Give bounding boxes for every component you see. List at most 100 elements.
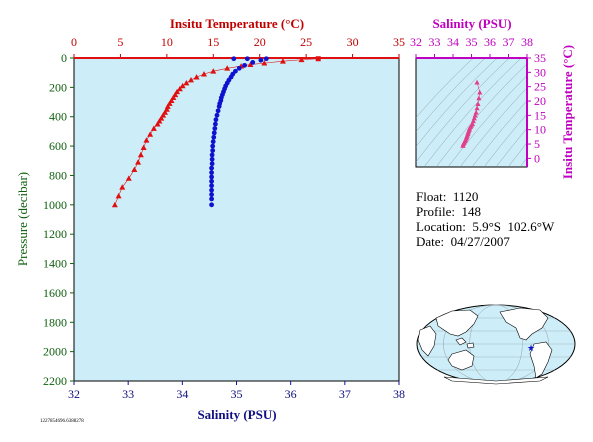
inset-salinity-tick-label: 33 xyxy=(429,35,441,49)
temperature-tick-label: 20 xyxy=(254,35,266,49)
inset-temperature-tick-label: 10 xyxy=(534,123,546,137)
salinity-point xyxy=(209,196,214,202)
salinity-point xyxy=(231,56,237,62)
island-landmass xyxy=(466,342,475,349)
salinity-point xyxy=(209,165,214,171)
inset-salinity-tick-label: 38 xyxy=(521,35,533,49)
inset-salinity-axis-label: Salinity (PSU) xyxy=(432,16,511,31)
salinity-point xyxy=(263,56,269,62)
salinity-point xyxy=(212,121,218,127)
ts-point xyxy=(471,115,477,121)
temperature-tick-label: 5 xyxy=(117,35,123,49)
salinity-tick-label: 35 xyxy=(231,387,243,401)
profile-value: 148 xyxy=(461,204,482,219)
inset-temperature-tick-label: 25 xyxy=(534,80,546,94)
salinity-point xyxy=(210,143,216,149)
temperature-point xyxy=(188,77,194,83)
island-landmass xyxy=(455,337,467,346)
location-line: Location: 5.9°S 102.6°W xyxy=(416,219,554,234)
asia-landmass xyxy=(435,309,479,337)
location-value: 5.9°S 102.6°W xyxy=(472,219,555,234)
temperature-tick-label: 15 xyxy=(207,35,219,49)
float-info: Float: 1120 Profile: 148 Location: 5.9°S… xyxy=(416,189,554,249)
inset-temperature-tick-label: 5 xyxy=(534,137,540,151)
temperature-profile xyxy=(111,56,321,208)
temperature-tick-label: 35 xyxy=(393,35,405,49)
profile-label: Profile: xyxy=(416,204,455,219)
salinity-point xyxy=(209,187,214,193)
temperature-point xyxy=(298,56,305,63)
salinity-point xyxy=(209,156,215,162)
temperature-point xyxy=(315,56,321,62)
date-value: 04/27/2007 xyxy=(450,234,510,249)
salinity-tick-label: 34 xyxy=(176,387,188,401)
date-label: Date: xyxy=(416,234,445,249)
ts-points xyxy=(460,79,483,148)
pressure-tick-label: 200 xyxy=(49,80,67,94)
density-contour xyxy=(416,58,498,147)
pressure-tick-label: 1600 xyxy=(43,286,67,300)
profile-line: Profile: 148 xyxy=(416,204,554,219)
density-contour xyxy=(459,87,527,167)
salinity-point xyxy=(209,192,214,197)
float-line: Float: 1120 xyxy=(416,189,554,204)
salinity-point xyxy=(258,57,264,63)
ts-point xyxy=(460,143,466,148)
temperature-point xyxy=(140,144,147,150)
float-location-marker: ★ xyxy=(527,343,535,353)
ts-point xyxy=(476,95,482,101)
pressure-tick-label: 1400 xyxy=(43,257,67,271)
temperature-point xyxy=(193,74,200,80)
temperature-tick-label: 10 xyxy=(161,35,173,49)
temperature-point xyxy=(131,166,138,172)
salinity-point xyxy=(215,108,221,114)
inset-salinity-tick-label: 37 xyxy=(503,35,515,49)
temperature-point xyxy=(115,193,122,199)
ts-point xyxy=(475,101,481,106)
salinity-tick-label: 38 xyxy=(393,387,405,401)
inset-temperature-tick-label: 15 xyxy=(534,108,546,122)
density-contour xyxy=(495,127,527,167)
salinity-point xyxy=(209,152,215,158)
salinity-point xyxy=(213,117,219,123)
density-contour xyxy=(447,75,527,167)
ts-point xyxy=(473,109,479,115)
temperature-point xyxy=(176,85,183,92)
float-label: Float: xyxy=(416,189,447,204)
inset-temperature-axis-label: Insitu Temperature (°C) xyxy=(560,45,575,179)
salinity-tick-label: 36 xyxy=(285,387,297,401)
temperature-point xyxy=(183,79,190,86)
ts-point xyxy=(470,118,476,124)
salinity-point xyxy=(209,202,214,208)
temperature-tick-label: 25 xyxy=(300,35,312,49)
salinity-point xyxy=(210,148,216,153)
temperature-point xyxy=(179,82,186,89)
africa-landmass xyxy=(417,325,437,357)
main-axis-ticks: 0 5 10 15 20 25 30 35 32 33 34 35 36 37 38 0 200 400 600 80… xyxy=(43,35,405,401)
antarctica-landmass xyxy=(443,376,549,385)
pressure-tick-label: 1800 xyxy=(43,315,67,329)
salinity-point xyxy=(236,65,242,71)
temperature-point xyxy=(224,65,231,71)
temperature-point xyxy=(111,201,118,208)
salinity-tick-label: 33 xyxy=(122,387,134,401)
salinity-point xyxy=(214,112,220,118)
pressure-tick-label: 1200 xyxy=(43,227,67,241)
temperature-axis-label: Insitu Temperature (°C) xyxy=(170,16,304,31)
ts-inset-plot-area xyxy=(415,57,528,168)
density-contour xyxy=(423,58,522,167)
date-line: Date: 04/27/2007 xyxy=(416,234,554,249)
salinity-point xyxy=(210,139,216,145)
temperature-point xyxy=(150,125,157,131)
salinity-point xyxy=(244,56,250,62)
temperature-point xyxy=(247,61,254,68)
salinity-tick-label: 37 xyxy=(339,387,351,401)
temperature-point xyxy=(154,121,161,127)
inset-temperature-tick-label: 35 xyxy=(534,51,546,65)
density-contour xyxy=(519,157,527,167)
salinity-point xyxy=(242,62,248,68)
inset-salinity-tick-label: 34 xyxy=(447,35,459,49)
inset-salinity-tick-label: 36 xyxy=(484,35,496,49)
